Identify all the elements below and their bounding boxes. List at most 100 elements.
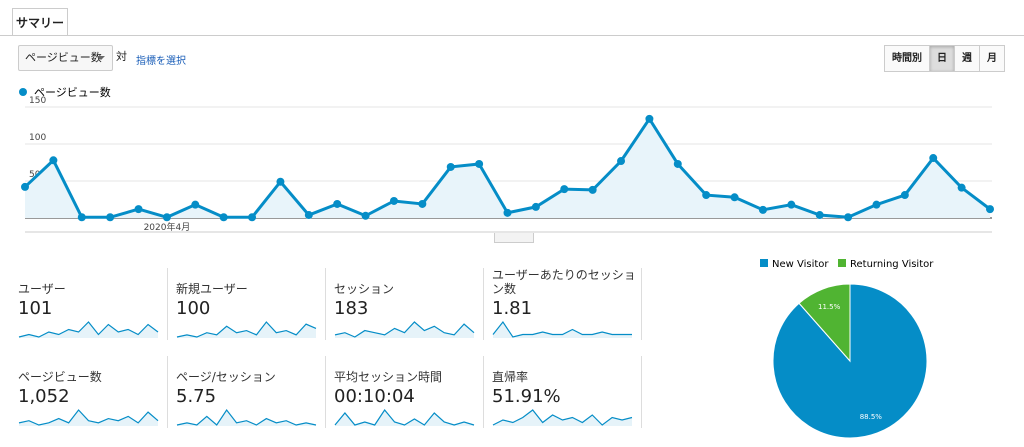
metric-label: 直帰率 — [492, 370, 529, 384]
metric-card: ユーザーあたりのセッション数 1.81 — [492, 268, 642, 340]
sparkline-line — [334, 321, 475, 338]
select-metric-link[interactable]: 指標を選択 — [136, 56, 186, 67]
metric-value: 183 — [334, 298, 369, 319]
point — [929, 154, 938, 163]
metric-value: 00:10:04 — [334, 386, 415, 407]
point — [446, 162, 455, 171]
point — [815, 211, 824, 220]
y-tick-label: 100 — [29, 133, 46, 143]
point — [49, 156, 58, 165]
tab[interactable]: サマリー — [12, 8, 68, 36]
metric-value: 101 — [18, 298, 53, 319]
metric-value: 1.81 — [492, 298, 533, 319]
sparkline — [334, 321, 475, 338]
point — [588, 185, 597, 194]
metric-value: 1,052 — [18, 386, 70, 407]
point — [730, 193, 739, 202]
chart-toggle[interactable] — [494, 233, 534, 243]
point — [333, 199, 342, 208]
point — [134, 205, 143, 214]
sparkline-line — [18, 321, 159, 338]
point — [219, 213, 228, 222]
slice-label: 11.5% — [818, 303, 841, 311]
point — [503, 208, 512, 217]
legend-label: ページビュー数 — [34, 86, 111, 99]
point — [21, 182, 29, 191]
legend-marker — [838, 259, 846, 267]
point — [787, 200, 796, 209]
metric-label: ユーザー — [18, 282, 66, 296]
point — [702, 191, 711, 200]
sparkline-line — [176, 408, 317, 426]
point — [673, 159, 682, 168]
line-chart: ページビュー数 50 100 150 2020年4月 — [19, 86, 994, 233]
pie-chart: New Visitor Returning Visitor 88.5% 11.5% — [760, 259, 934, 439]
sparkline — [492, 320, 632, 338]
point — [900, 191, 909, 200]
sparkline-line — [18, 409, 159, 426]
sparkline — [176, 321, 317, 338]
point — [276, 177, 285, 186]
point — [248, 213, 257, 222]
point — [106, 213, 115, 222]
metric-value: 5.75 — [176, 386, 217, 407]
point — [191, 200, 200, 209]
point — [617, 157, 626, 166]
interval-buttons: 時間別日週月 — [884, 45, 1005, 72]
divider — [0, 35, 1024, 36]
legend-label: Returning Visitor — [850, 259, 934, 270]
sparkline-line — [334, 408, 475, 426]
sparkline-area — [493, 322, 632, 338]
point — [77, 213, 86, 222]
metric-value: 51.91% — [492, 386, 561, 407]
point — [560, 185, 569, 194]
pie-slice — [798, 283, 851, 363]
metric-card: セッション 183 — [334, 268, 484, 340]
metric-card: ページビュー数 1,052 — [18, 356, 168, 428]
sparkline — [18, 409, 159, 426]
metric-card: 新規ユーザー 100 — [176, 268, 326, 340]
line — [23, 116, 991, 219]
point — [304, 211, 313, 220]
metric-dropdown[interactable]: ページビュー数 — [18, 45, 113, 71]
point — [475, 159, 484, 168]
point — [957, 183, 966, 192]
sparkline-area — [335, 322, 474, 338]
interval-button[interactable]: 日 — [929, 45, 955, 72]
metric-label: 平均セッション時間 — [334, 370, 443, 384]
point — [531, 202, 540, 211]
metric-card: ページ/セッション 5.75 — [176, 356, 326, 428]
metric-card: ユーザー 101 — [18, 268, 168, 340]
interval-button[interactable]: 時間別 — [884, 45, 930, 72]
metric-label: セッション — [334, 282, 395, 296]
metric-label: 新規ユーザー — [176, 282, 248, 296]
sparkline-area — [19, 410, 158, 426]
point — [986, 205, 994, 214]
sparkline-area — [335, 410, 474, 426]
sparkline-line — [492, 409, 633, 426]
metric-label: ユーザーあたりのセッション数 — [492, 268, 636, 296]
slice-label: 88.5% — [860, 413, 883, 421]
sparkline-line — [492, 320, 632, 338]
sparkline — [176, 408, 317, 426]
point — [389, 196, 398, 205]
sparkline-line — [176, 321, 317, 338]
point — [645, 114, 654, 123]
y-tick-label: 50 — [29, 170, 41, 180]
metric-card: 平均セッション時間 00:10:04 — [334, 356, 484, 428]
point — [162, 213, 171, 222]
metric-label: ページ/セッション — [176, 370, 276, 384]
metric-value: 100 — [176, 298, 211, 319]
point — [872, 200, 881, 209]
sparkline — [492, 409, 633, 426]
legend-marker — [19, 88, 27, 96]
sparkline-area — [19, 322, 158, 338]
interval-button[interactable]: 週 — [954, 45, 980, 72]
point — [758, 205, 767, 214]
point — [418, 199, 427, 208]
interval-button[interactable]: 月 — [979, 45, 1005, 72]
point — [361, 211, 370, 220]
versus-label: 対 — [116, 50, 127, 63]
sparkline — [18, 321, 159, 338]
